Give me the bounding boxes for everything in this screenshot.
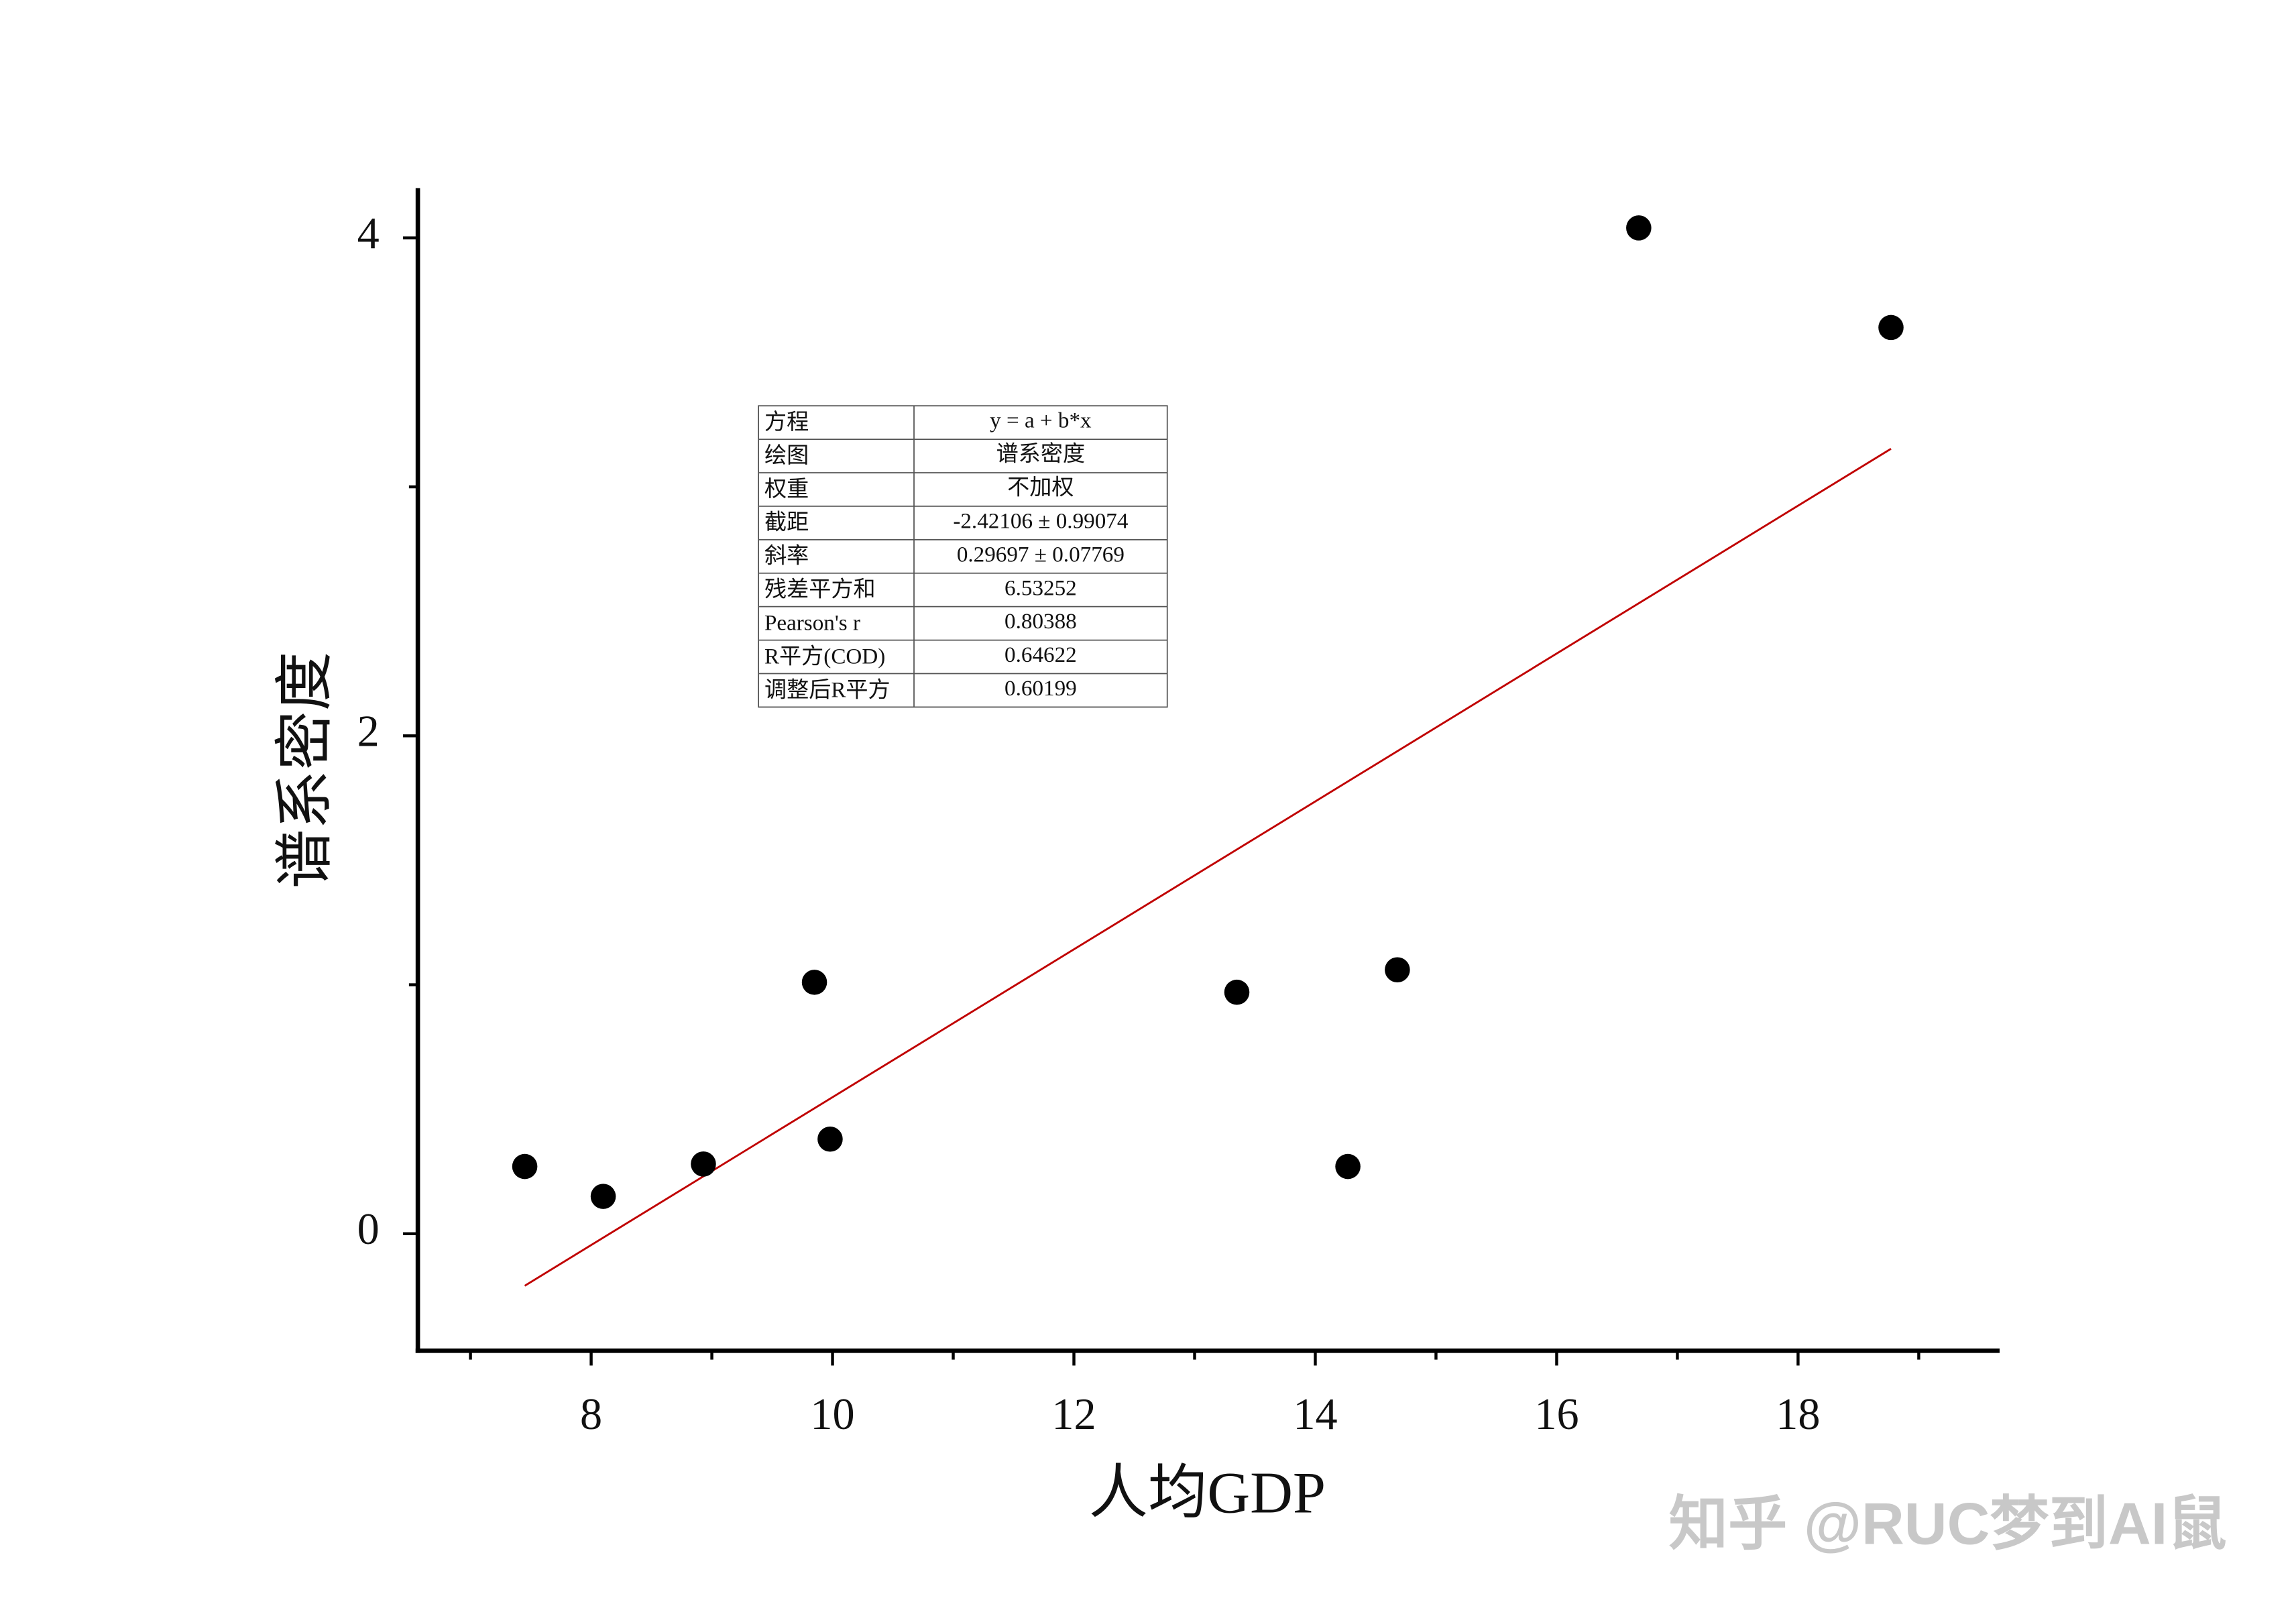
table-label: 权重 xyxy=(764,477,809,502)
table-value: 6.53252 xyxy=(1005,575,1077,600)
point xyxy=(1626,215,1652,241)
point xyxy=(590,1184,616,1209)
table-label: R平方(COD) xyxy=(764,644,885,669)
y-axis-title: 谱系密度 xyxy=(272,652,338,889)
x-tick-label: 12 xyxy=(1051,1390,1096,1439)
fit-line xyxy=(524,447,1892,1287)
table-label: 斜率 xyxy=(764,544,809,569)
stats-table xyxy=(758,405,1168,708)
watermark: 知乎 @RUC梦到AI鼠 xyxy=(1669,1491,2227,1557)
table-value: 0.60199 xyxy=(1005,676,1077,701)
x-tick-label: 8 xyxy=(580,1390,602,1439)
x-axis-title: 人均GDP xyxy=(1089,1460,1326,1526)
y-tick-label: 4 xyxy=(357,209,380,258)
point xyxy=(1335,1153,1361,1180)
point xyxy=(512,1153,538,1180)
table-label: 方程 xyxy=(764,410,809,435)
table-label: Pearson's r xyxy=(764,610,860,635)
x-tick-label: 18 xyxy=(1776,1390,1820,1439)
table-label: 调整后R平方 xyxy=(764,677,891,702)
y-tick-label: 0 xyxy=(357,1205,380,1254)
table-value: 谱系密度 xyxy=(996,442,1086,467)
point xyxy=(1878,314,1904,341)
y-tick-label: 2 xyxy=(357,707,380,756)
table-value: y = a + b*x xyxy=(990,408,1092,433)
point xyxy=(801,970,827,995)
table-label: 残差平方和 xyxy=(764,577,876,602)
table-value: 0.64622 xyxy=(1005,642,1077,667)
x-tick-label: 10 xyxy=(810,1390,854,1439)
table-label: 截距 xyxy=(764,510,809,535)
table-value: 不加权 xyxy=(1007,475,1074,500)
x-tick-label: 16 xyxy=(1534,1390,1578,1439)
table-label: 绘图 xyxy=(764,443,809,468)
point xyxy=(1224,979,1250,1005)
table-value: 0.80388 xyxy=(1005,609,1077,634)
x-tick-label: 14 xyxy=(1293,1390,1337,1439)
point xyxy=(691,1151,716,1177)
point xyxy=(817,1126,843,1152)
table-value: 0.29697 ± 0.07769 xyxy=(957,542,1125,567)
table-value: -2.42106 ± 0.99074 xyxy=(953,508,1129,533)
point xyxy=(1385,957,1410,983)
